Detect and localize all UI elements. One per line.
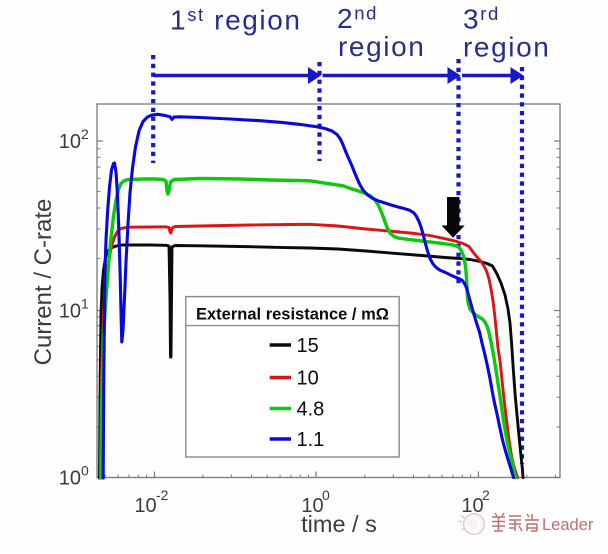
svg-text:region: region <box>338 31 425 62</box>
svg-text:10: 10 <box>59 301 81 323</box>
svg-text:4.8: 4.8 <box>297 399 325 421</box>
svg-text:2: 2 <box>81 126 89 142</box>
svg-text:1.1: 1.1 <box>297 429 325 451</box>
svg-text:0: 0 <box>322 487 330 503</box>
svg-text:Leader: Leader <box>542 516 594 534</box>
svg-text:Current / C-rate: Current / C-rate <box>30 199 57 366</box>
svg-text:1: 1 <box>81 296 89 312</box>
svg-text:10: 10 <box>297 368 319 390</box>
svg-text:time / s: time / s <box>301 511 377 537</box>
svg-text:10: 10 <box>301 495 323 517</box>
svg-text:region: region <box>463 32 550 63</box>
svg-text:-2: -2 <box>156 487 169 503</box>
svg-text:10: 10 <box>59 468 81 490</box>
svg-text:2: 2 <box>482 487 490 503</box>
svg-text:0: 0 <box>81 463 89 479</box>
svg-text:External resistance / mΩ: External resistance / mΩ <box>196 306 389 324</box>
svg-text:15: 15 <box>297 335 319 357</box>
svg-text:10: 10 <box>134 495 156 517</box>
svg-text:10: 10 <box>59 131 81 153</box>
svg-text:10: 10 <box>461 495 483 517</box>
